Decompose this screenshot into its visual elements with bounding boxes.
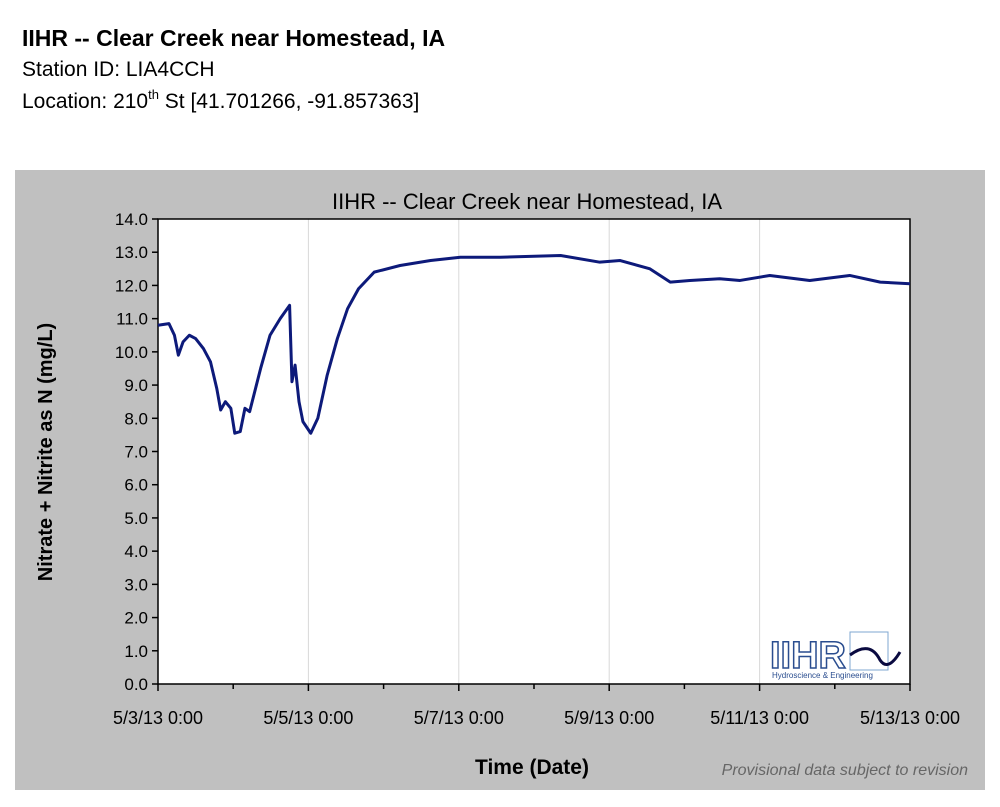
x-tick-label: 5/5/13 0:00 [263,708,353,728]
x-tick-label: 5/7/13 0:00 [414,708,504,728]
plot-frame [157,218,911,685]
x-tick-label: 5/9/13 0:00 [564,708,654,728]
page-title: IIHR -- Clear Creek near Homestead, IA [22,25,445,51]
logo-wave [849,647,902,666]
x-tick-label: 5/13/13 0:00 [860,708,960,728]
y-tick-label: 8.0 [124,409,148,428]
y-tick-label: 2.0 [124,609,148,628]
y-tick-label: 13.0 [115,243,148,262]
location-sup: th [148,87,159,102]
y-tick-label: 3.0 [124,575,148,594]
y-tick-label: 11.0 [116,310,148,329]
y-tick-label: 5.0 [124,509,148,528]
x-tick-label: 5/11/13 0:00 [710,708,809,728]
y-tick-label: 6.0 [124,476,148,495]
x-axis-label: Time (Date) [475,756,589,779]
provisional-note: Provisional data subject to revision [722,762,968,779]
location-text: St [41.701266, -91.857363] [159,90,419,113]
y-tick-label: 1.0 [124,642,148,661]
y-tick-label: 12.0 [115,276,148,295]
logo-text: IIHR [770,635,846,677]
plot-area [158,219,910,684]
chart-title: IIHR -- Clear Creek near Homestead, IA [332,189,722,214]
x-tick-label: 5/3/13 0:00 [113,708,203,728]
y-tick-label: 9.0 [124,376,148,395]
y-tick-label: 10.0 [115,343,148,362]
y-tick-label: 7.0 [124,443,148,462]
location-text: Location: 210 [22,90,148,113]
logo: IIHR Hydroscience & Engineering [769,631,902,680]
y-tick-label: 4.0 [124,542,148,561]
station-id: Station ID: LIA4CCH [22,58,215,81]
data-line [157,254,911,435]
location: Location: 210th St [41.701266, -91.85736… [22,87,419,113]
y-tick-label: 14.0 [115,210,148,229]
logo-subtitle: Hydroscience & Engineering [772,671,873,680]
y-axis-label: Nitrate + Nitrite as N (mg/L) [35,323,57,581]
y-tick-label: 0.0 [124,675,148,694]
